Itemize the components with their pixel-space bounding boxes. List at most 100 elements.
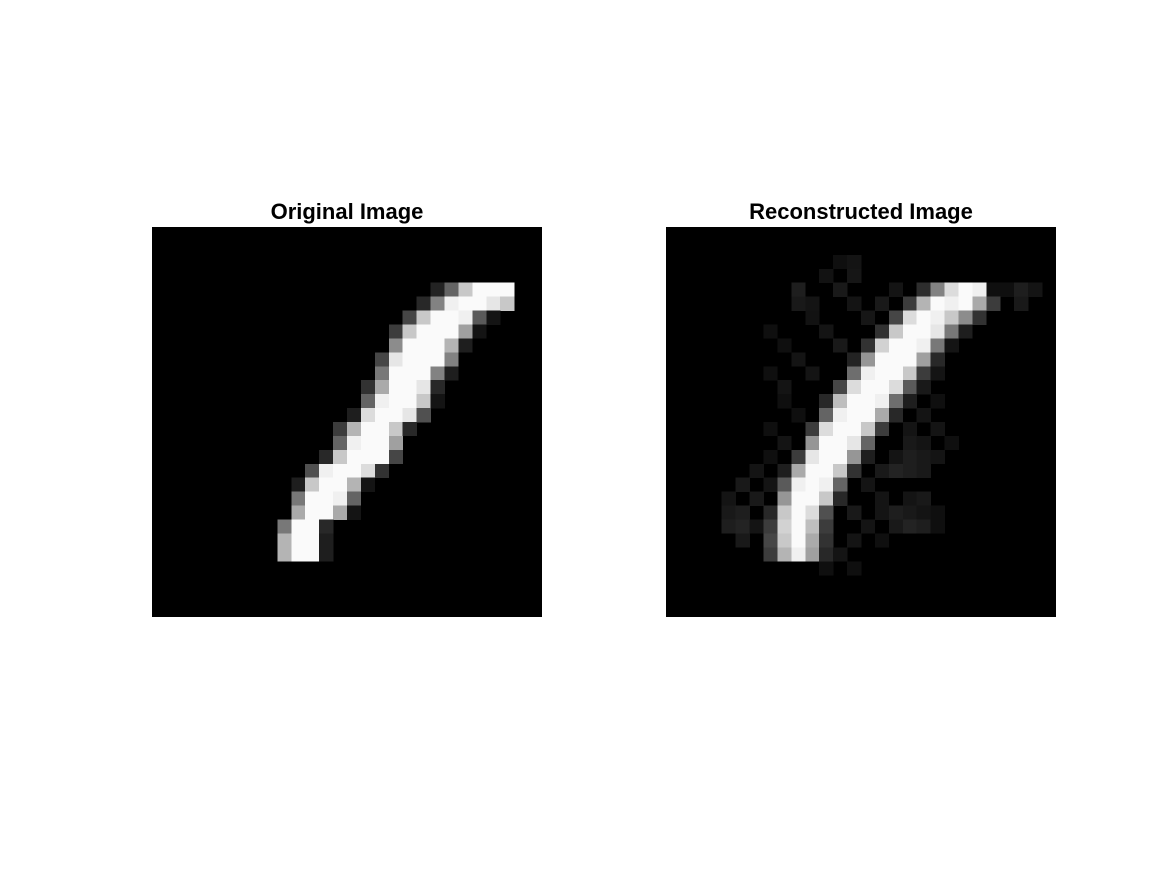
pixel [763, 422, 778, 437]
pixel [861, 449, 876, 465]
pixel [847, 533, 862, 548]
pixel [791, 533, 806, 548]
pixel [916, 324, 931, 339]
pixel [305, 533, 320, 548]
pixel [805, 296, 820, 311]
pixel [388, 408, 403, 423]
pixel [416, 408, 431, 423]
pixel [861, 352, 876, 367]
pixel [402, 324, 417, 339]
pixel [861, 435, 876, 451]
pixel [833, 435, 848, 451]
pixel [402, 394, 417, 409]
pixel [763, 449, 778, 465]
pixel [319, 463, 334, 478]
pixel [444, 338, 459, 353]
pixel [902, 394, 917, 409]
pixel [874, 408, 890, 423]
pixel [360, 380, 376, 395]
pixel [416, 338, 431, 353]
pixel [416, 296, 431, 311]
pixel [847, 380, 862, 395]
pixel [735, 505, 750, 520]
pixel [805, 519, 820, 534]
pixel [416, 324, 431, 339]
pixel [444, 296, 459, 311]
pixel [847, 268, 862, 283]
pixel [833, 394, 848, 409]
pixel [972, 296, 987, 311]
pixel [777, 547, 792, 562]
pixel [333, 449, 348, 465]
pixel [416, 380, 431, 395]
pixel [374, 422, 390, 437]
pixel [749, 463, 764, 478]
pixel [888, 352, 904, 367]
pixel [360, 435, 376, 451]
pixel [944, 435, 959, 451]
pixel [735, 519, 750, 534]
pixel [305, 491, 320, 506]
pixel [735, 477, 750, 492]
pixel [360, 449, 376, 465]
pixel [902, 422, 917, 437]
pixel [944, 296, 959, 311]
pixel [416, 366, 431, 381]
pixel [416, 352, 431, 367]
pixel [1014, 282, 1029, 297]
pixel [305, 463, 320, 478]
pixel [319, 519, 334, 534]
pixel [888, 408, 904, 423]
pixel [958, 324, 973, 339]
pixel [305, 519, 320, 534]
pixel [819, 408, 834, 423]
pixel [861, 408, 876, 423]
pixel [749, 519, 764, 534]
pixel [791, 463, 806, 478]
pixel [819, 394, 834, 409]
pixel [930, 422, 945, 437]
pixel [305, 505, 320, 520]
pixel [833, 408, 848, 423]
pixel [833, 422, 848, 437]
pixel [360, 422, 376, 437]
pixel [944, 282, 959, 297]
pixel [888, 380, 904, 395]
original-image-pixels [152, 227, 542, 617]
pixel [861, 310, 876, 325]
pixel [819, 268, 834, 283]
pixel [721, 505, 736, 520]
pixel [1028, 282, 1043, 297]
pixel [444, 366, 459, 381]
pixel [847, 505, 862, 520]
pixel [500, 296, 515, 311]
pixel [861, 477, 876, 492]
pixel [916, 310, 931, 325]
pixel [291, 519, 306, 534]
pixel [374, 366, 390, 381]
pixel [861, 394, 876, 409]
pixel [374, 449, 390, 465]
pixel [347, 491, 362, 506]
pixel [833, 547, 848, 562]
pixel [888, 282, 904, 297]
pixel [874, 352, 890, 367]
pixel [916, 463, 931, 478]
pixel [874, 422, 890, 437]
pixel [916, 491, 931, 506]
pixel [791, 519, 806, 534]
pixel [360, 463, 376, 478]
pixel [777, 505, 792, 520]
pixel [430, 310, 445, 325]
pixel [874, 491, 890, 506]
pixel [763, 477, 778, 492]
pixel [402, 380, 417, 395]
pixel [305, 477, 320, 492]
pixel [277, 519, 292, 534]
pixel [777, 477, 792, 492]
pixel [374, 463, 390, 478]
pixel [833, 463, 848, 478]
pixel [805, 463, 820, 478]
pixel [874, 338, 890, 353]
pixel [721, 491, 736, 506]
